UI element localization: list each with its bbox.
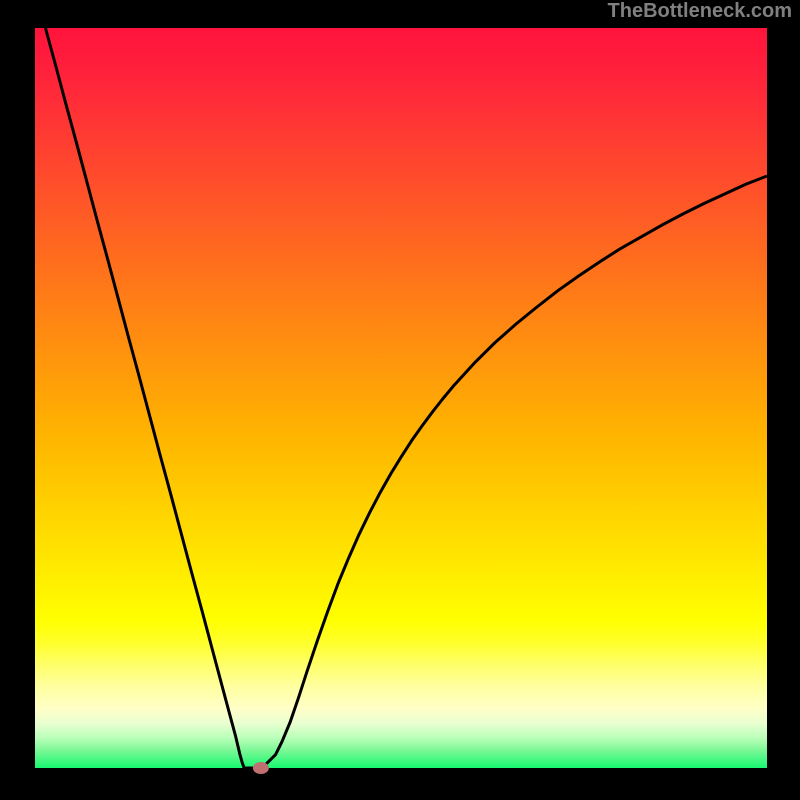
optimal-point-marker — [253, 762, 269, 774]
bottleneck-chart — [0, 0, 800, 800]
chart-container: TheBottleneck.com — [0, 0, 800, 800]
watermark-text: TheBottleneck.com — [608, 0, 792, 23]
